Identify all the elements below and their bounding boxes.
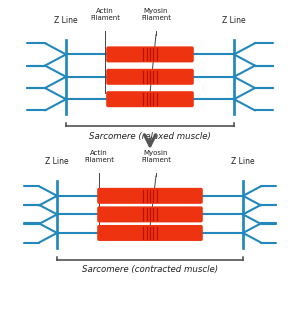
- Text: Sarcomere (contracted muscle): Sarcomere (contracted muscle): [82, 266, 218, 275]
- FancyBboxPatch shape: [97, 188, 203, 204]
- FancyBboxPatch shape: [97, 206, 203, 222]
- FancyBboxPatch shape: [106, 69, 194, 85]
- Text: Myosin
Filament: Myosin Filament: [141, 8, 171, 21]
- FancyBboxPatch shape: [97, 225, 203, 241]
- Text: Z Line: Z Line: [45, 157, 69, 166]
- FancyBboxPatch shape: [106, 91, 194, 107]
- FancyBboxPatch shape: [106, 46, 194, 62]
- Text: Z Line: Z Line: [222, 16, 246, 25]
- Text: Z Line: Z Line: [231, 157, 255, 166]
- Text: Sarcomere (relaxed muscle): Sarcomere (relaxed muscle): [89, 132, 211, 141]
- Text: Actin
Filament: Actin Filament: [90, 8, 120, 21]
- Text: Z Line: Z Line: [54, 16, 78, 25]
- Text: Myosin
Filament: Myosin Filament: [141, 149, 171, 163]
- Text: Actin
Filament: Actin Filament: [84, 149, 114, 163]
